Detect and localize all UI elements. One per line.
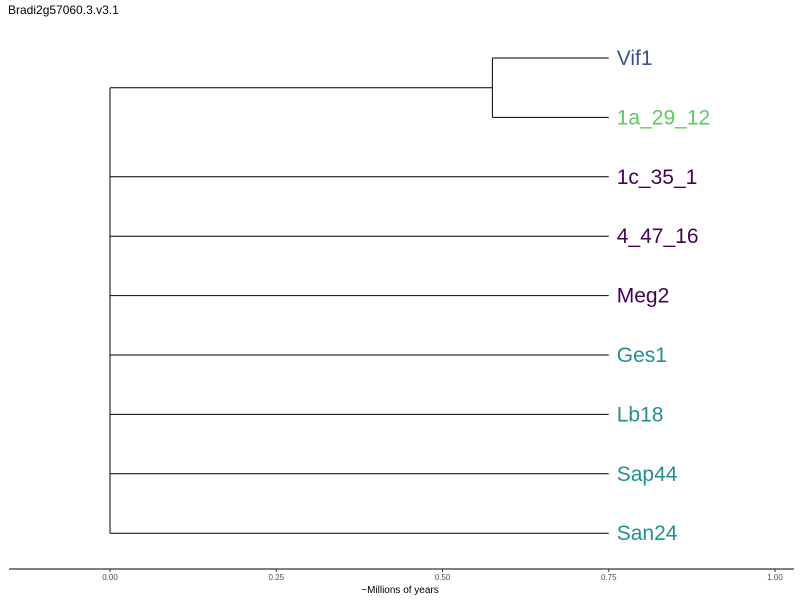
x-axis-tick-label: 0.75 (601, 573, 617, 582)
tip-label: Meg2 (617, 285, 670, 308)
tip-label: Lb18 (617, 403, 664, 426)
x-axis-tick-label: 0.50 (435, 573, 451, 582)
x-axis-tick-label: 0.00 (102, 573, 118, 582)
x-axis-title: ~Millions of years (361, 585, 439, 596)
tip-label: San24 (617, 522, 678, 545)
x-axis-tick-label: 1.00 (767, 573, 783, 582)
x-axis-tick-label: 0.25 (268, 573, 284, 582)
x-axis: 0.00 0.25 0.50 0.75 1.00 (9, 568, 794, 582)
tip-label: Sap44 (617, 463, 678, 486)
tip-labels-group: Vif1 1a_29_12 1c_35_1 4_47_16 Meg2 Ges1 Lb18 Sa… (617, 47, 710, 545)
tip-label: Ges1 (617, 344, 667, 367)
plot-title: Bradi2g57060.3.v3.1 (8, 3, 119, 17)
tip-label: 1a_29_12 (617, 106, 710, 129)
tip-label: 4_47_16 (617, 225, 699, 248)
tip-label: 1c_35_1 (617, 166, 698, 189)
branches-group (109, 57, 609, 534)
tip-label: Vif1 (617, 47, 653, 70)
